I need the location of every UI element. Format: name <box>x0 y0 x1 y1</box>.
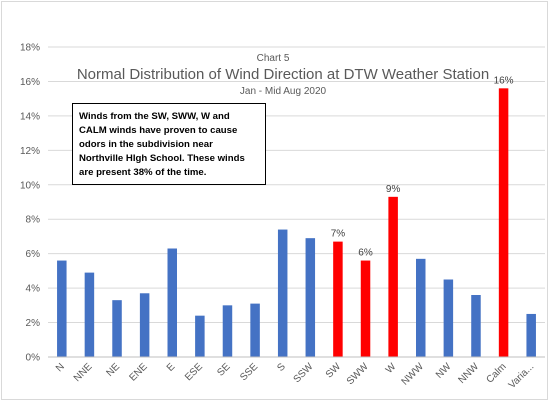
chart-number-label: Chart 5 <box>257 53 290 64</box>
bar-ese <box>195 315 205 357</box>
bar-e <box>167 248 177 357</box>
x-tick-label: E <box>165 361 178 374</box>
y-tick-label: 16% <box>20 77 40 88</box>
data-label: 7% <box>331 229 346 240</box>
x-tick-label: W <box>384 361 399 376</box>
chart-title: Normal Distribution of Wind Direction at… <box>77 66 489 83</box>
data-label: 16% <box>494 75 514 86</box>
y-tick-label: 8% <box>26 215 41 226</box>
bar-ne <box>112 300 122 357</box>
x-tick-label: S <box>275 361 288 374</box>
bar-nw <box>443 279 454 357</box>
x-tick-label: ENE <box>127 361 150 384</box>
x-tick-label: SWW <box>345 361 371 387</box>
x-tick-label: NNE <box>72 361 95 384</box>
bar-calm <box>498 88 509 357</box>
x-tick-label: SW <box>324 361 344 381</box>
bar-se <box>222 305 233 357</box>
bar-varia <box>526 313 536 357</box>
bar-s <box>277 229 288 357</box>
y-tick-label: 2% <box>26 318 41 329</box>
bar-w <box>388 196 398 357</box>
chart-subtitle: Jan - Mid Aug 2020 <box>240 86 327 97</box>
bar-nww <box>416 258 426 357</box>
x-axis: N NNE NE ENE E ESE SE SSE S SSW SW SWW W NWW NW NNW Calm… <box>48 356 545 391</box>
annotation-box: Winds from the SW, SWW, W and CALM winds… <box>72 103 266 185</box>
y-tick-label: 12% <box>20 146 40 157</box>
y-tick-label: 18% <box>20 43 40 54</box>
x-tick-label: NWW <box>400 361 427 388</box>
x-tick-label: ESE <box>183 361 205 383</box>
x-tick-label: N <box>54 361 67 374</box>
x-tick-label: NNW <box>456 361 481 386</box>
x-tick-label: NW <box>434 361 454 381</box>
x-tick-label: SSW <box>292 361 316 385</box>
bar-ssw <box>305 238 316 357</box>
x-tick-label: Varia... <box>507 361 537 391</box>
bars: 7% 6% 9% 16% <box>57 75 536 357</box>
x-tick-label: SE <box>215 361 232 378</box>
bar-sse <box>250 303 260 357</box>
bar-ene <box>139 293 150 357</box>
y-tick-label: 6% <box>26 249 41 260</box>
y-tick-label: 10% <box>20 180 40 191</box>
bar-nne <box>84 272 95 357</box>
x-tick-label: NE <box>105 361 123 379</box>
data-label: 6% <box>358 248 373 259</box>
x-tick-label: SSE <box>238 361 260 383</box>
x-tick-label: Calm <box>484 361 508 385</box>
bar-sw <box>333 241 343 357</box>
y-tick-label: 4% <box>26 284 41 295</box>
bar-n <box>57 260 67 357</box>
data-label: 9% <box>386 184 401 195</box>
bar-nnw <box>471 295 481 357</box>
y-axis: 0% 2% 4% 6% 8% 10% 12% 14% 16% 18% <box>20 43 40 364</box>
bar-sww <box>360 260 371 357</box>
y-tick-label: 14% <box>20 111 40 122</box>
y-tick-label: 0% <box>26 353 41 364</box>
